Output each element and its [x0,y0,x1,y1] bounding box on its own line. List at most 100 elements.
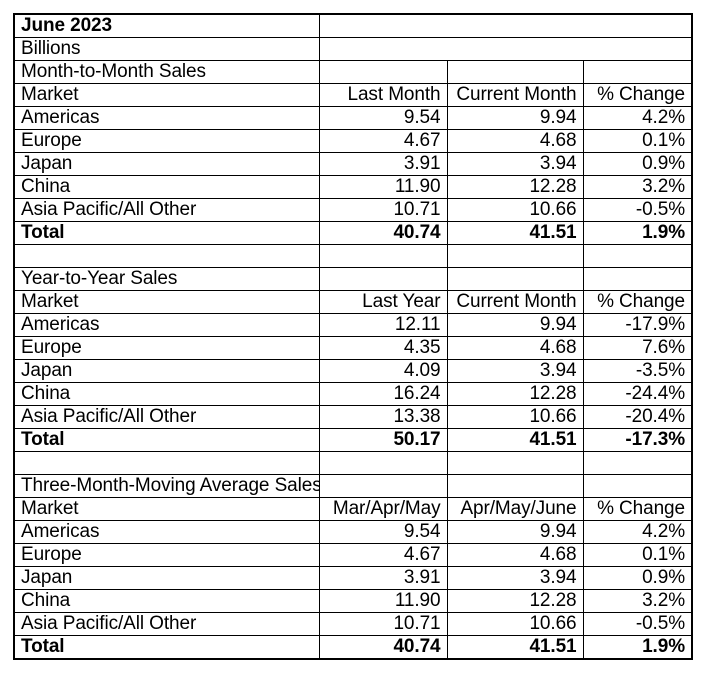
market-name-cell: Asia Pacific/All Other [13,612,320,636]
report-title-cell: June 2023 [13,13,320,38]
pct-change-cell: -0.5% [582,198,693,222]
value-cell: 9.54 [318,106,448,130]
table-row-americas: Americas 9.54 9.94 4.2% [13,520,693,544]
table-row-china: China 11.90 12.28 3.2% [13,589,693,613]
market-name-cell: China [13,175,320,199]
total-value-cell: 40.74 [318,635,448,660]
market-name-cell: China [13,589,320,613]
merged-empty-cell [318,13,693,38]
pct-change-cell: -24.4% [582,382,693,406]
empty-cell [13,451,320,475]
total-label-cell: Total [13,635,320,660]
empty-cell [446,244,584,268]
empty-cell [446,60,584,84]
report-title-row: June 2023 [13,13,693,38]
empty-cell [318,244,448,268]
value-cell: 4.09 [318,359,448,383]
empty-cell [446,267,584,291]
empty-cell [446,451,584,475]
pct-change-cell: 3.2% [582,589,693,613]
table-row-japan: Japan 3.91 3.94 0.9% [13,566,693,590]
pct-change-cell: 4.2% [582,106,693,130]
section-title-row: Month-to-Month Sales [13,60,693,84]
column-header-market: Market [13,83,320,107]
empty-cell [582,60,693,84]
value-cell: 9.94 [446,313,584,337]
value-cell: 16.24 [318,382,448,406]
table-row-japan: Japan 4.09 3.94 -3.5% [13,359,693,383]
pct-change-cell: 0.1% [582,543,693,567]
value-cell: 3.94 [446,359,584,383]
total-pct-cell: 1.9% [582,635,693,660]
value-cell: 4.68 [446,336,584,360]
total-row: Total 40.74 41.51 1.9% [13,635,693,660]
column-header-row: Market Last Month Current Month % Change [13,83,693,107]
merged-empty-cell [318,37,693,61]
table-row-europe: Europe 4.35 4.68 7.6% [13,336,693,360]
pct-change-cell: 3.2% [582,175,693,199]
table-row-japan: Japan 3.91 3.94 0.9% [13,152,693,176]
value-cell: 10.66 [446,405,584,429]
value-cell: 9.54 [318,520,448,544]
market-name-cell: Europe [13,129,320,153]
value-cell: 10.66 [446,612,584,636]
column-header-market: Market [13,497,320,521]
market-name-cell: Americas [13,106,320,130]
value-cell: 10.71 [318,612,448,636]
value-cell: 4.35 [318,336,448,360]
empty-cell [318,267,448,291]
total-pct-cell: -17.3% [582,428,693,452]
section-title-cell: Month-to-Month Sales [13,60,320,84]
empty-cell [318,60,448,84]
market-name-cell: Japan [13,566,320,590]
empty-cell [582,244,693,268]
total-value-cell: 50.17 [318,428,448,452]
value-cell: 12.28 [446,382,584,406]
column-header-period1: Mar/Apr/May [318,497,448,521]
column-header-pct-change: % Change [582,290,693,314]
column-header-period1: Last Year [318,290,448,314]
section-title-cell: Three-Month-Moving Average Sales [13,474,320,498]
pct-change-cell: 7.6% [582,336,693,360]
value-cell: 12.28 [446,589,584,613]
empty-cell [582,451,693,475]
pct-change-cell: -17.9% [582,313,693,337]
total-row: Total 50.17 41.51 -17.3% [13,428,693,452]
value-cell: 3.91 [318,566,448,590]
value-cell: 9.94 [446,520,584,544]
value-cell: 3.94 [446,566,584,590]
empty-cell [318,451,448,475]
value-cell: 11.90 [318,175,448,199]
total-row: Total 40.74 41.51 1.9% [13,221,693,245]
market-name-cell: Asia Pacific/All Other [13,198,320,222]
table-row-china: China 11.90 12.28 3.2% [13,175,693,199]
value-cell: 12.28 [446,175,584,199]
units-label-cell: Billions [13,37,320,61]
table-row-europe: Europe 4.67 4.68 0.1% [13,129,693,153]
total-label-cell: Total [13,428,320,452]
table-row-americas: Americas 12.11 9.94 -17.9% [13,313,693,337]
market-name-cell: Japan [13,152,320,176]
section-title-row: Three-Month-Moving Average Sales [13,474,693,498]
market-name-cell: Asia Pacific/All Other [13,405,320,429]
pct-change-cell: -3.5% [582,359,693,383]
pct-change-cell: 0.1% [582,129,693,153]
column-header-period2: Current Month [446,290,584,314]
pct-change-cell: -20.4% [582,405,693,429]
value-cell: 13.38 [318,405,448,429]
table-row-asia-pacific: Asia Pacific/All Other 10.71 10.66 -0.5% [13,198,693,222]
market-name-cell: Japan [13,359,320,383]
column-header-row: Market Last Year Current Month % Change [13,290,693,314]
value-cell: 12.11 [318,313,448,337]
empty-cell [318,474,448,498]
table-row-asia-pacific: Asia Pacific/All Other 10.71 10.66 -0.5% [13,612,693,636]
table-row-europe: Europe 4.67 4.68 0.1% [13,543,693,567]
total-value-cell: 40.74 [318,221,448,245]
pct-change-cell: 0.9% [582,566,693,590]
table-row-china: China 16.24 12.28 -24.4% [13,382,693,406]
value-cell: 10.71 [318,198,448,222]
table-row-americas: Americas 9.54 9.94 4.2% [13,106,693,130]
value-cell: 3.94 [446,152,584,176]
column-header-period2: Apr/May/June [446,497,584,521]
